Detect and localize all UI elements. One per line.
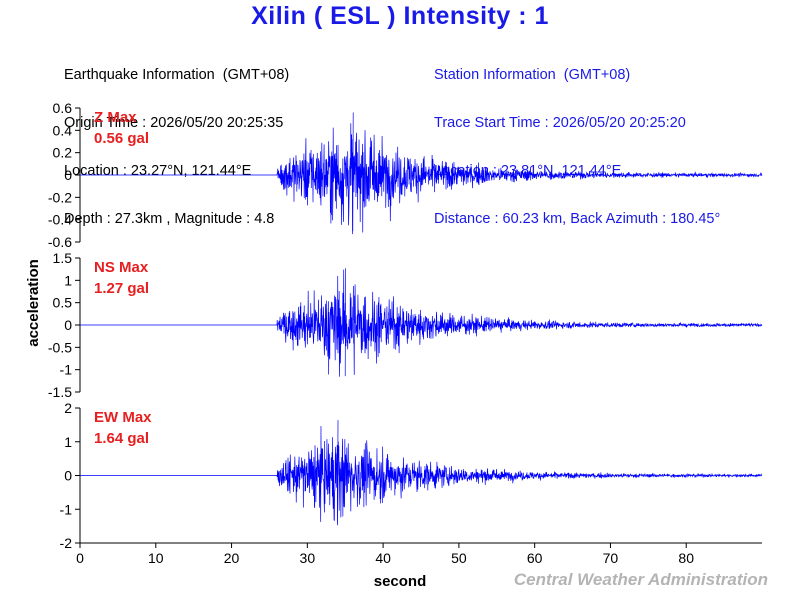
- page-title: Xilin ( ESL ) Intensity : 1: [251, 2, 549, 30]
- earthquake-info: Earthquake Information (GMT+08) Origin T…: [64, 35, 289, 259]
- y-tick-label: 2: [64, 400, 72, 416]
- x-tick-label: 0: [76, 550, 84, 566]
- station-info: Station Information (GMT+08) Trace Start…: [434, 35, 720, 259]
- trace-ns-max: [80, 268, 763, 377]
- distance-azimuth: Distance : 60.23 km, Back Azimuth : 180.…: [434, 211, 721, 227]
- series-label: EW Max: [94, 409, 152, 426]
- y-tick-label: -1.5: [48, 384, 72, 400]
- y-tick-label: 1: [64, 272, 72, 288]
- origin-time: Origin Time : 2026/05/20 20:25:35: [64, 115, 284, 131]
- y-tick-label: 0: [64, 317, 72, 333]
- y-tick-label: -0.5: [48, 339, 72, 355]
- y-axis-title: acceleration: [25, 259, 42, 347]
- trace-z-max: [80, 112, 763, 235]
- station-info-heading: Station Information (GMT+08): [434, 67, 631, 83]
- x-tick-label: 10: [148, 550, 164, 566]
- x-tick-label: 70: [603, 550, 619, 566]
- series-max-value: 1.27 gal: [94, 280, 149, 297]
- y-tick-label: -0.4: [48, 212, 72, 228]
- x-tick-label: 80: [678, 550, 694, 566]
- x-axis-title: second: [374, 573, 427, 590]
- y-tick-label: 0.2: [53, 145, 73, 161]
- y-tick-label: 1.5: [53, 250, 73, 266]
- series-max-value: 0.56 gal: [94, 130, 149, 147]
- trace-start-time: Trace Start Time : 2026/05/20 20:25:20: [434, 115, 686, 131]
- x-tick-label: 30: [300, 550, 316, 566]
- y-tick-label: -2: [60, 535, 73, 551]
- y-tick-label: 0.4: [53, 122, 73, 138]
- y-tick-label: 0: [64, 468, 72, 484]
- y-tick-label: 1: [64, 434, 72, 450]
- trace-ew-max: [80, 420, 763, 526]
- series-max-value: 1.64 gal: [94, 430, 149, 447]
- series-label: NS Max: [94, 259, 149, 276]
- x-tick-label: 20: [224, 550, 240, 566]
- credit-text: Central Weather Administration: [513, 570, 768, 589]
- x-tick-label: 40: [375, 550, 391, 566]
- series-label: Z Max: [94, 109, 137, 126]
- x-tick-label: 50: [451, 550, 467, 566]
- y-tick-label: 0: [64, 167, 72, 183]
- y-tick-label: -1: [60, 362, 73, 378]
- x-tick-label: 60: [527, 550, 543, 566]
- depth-magnitude: Depth : 27.3km , Magnitude : 4.8: [64, 211, 275, 227]
- y-tick-label: -1: [60, 501, 73, 517]
- earthquake-info-heading: Earthquake Information (GMT+08): [64, 67, 290, 83]
- y-tick-label: 0.6: [53, 100, 73, 116]
- y-tick-label: -0.6: [48, 234, 72, 250]
- y-tick-label: -0.2: [48, 189, 72, 205]
- y-tick-label: 0.5: [53, 295, 73, 311]
